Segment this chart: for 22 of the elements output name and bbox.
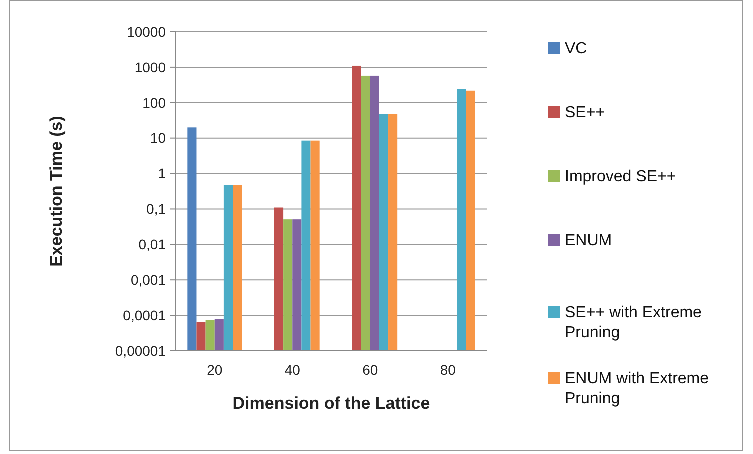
y-tick-label: 0,0001	[123, 307, 166, 324]
x-tick-label: 80	[440, 362, 456, 378]
x-tick-label: 40	[284, 362, 301, 378]
y-tick-label: 0,00001	[115, 342, 166, 359]
y-tick-label: 10	[150, 130, 166, 146]
legend-label: ENUM with Extreme Pruning	[565, 370, 710, 408]
legend-label: SE++ with Extreme Pruning	[565, 304, 702, 342]
y-axis-title: Execution Time (s)	[47, 116, 66, 267]
y-tick-label: 1000	[134, 59, 166, 76]
legend-label: Improved SE++	[565, 168, 676, 186]
legend-label: ENUM	[565, 232, 612, 250]
x-tick-label: 20	[207, 362, 223, 378]
y-tick-label: 100	[142, 94, 166, 111]
y-tick-label: 1	[158, 166, 166, 182]
x-tick-label: 60	[362, 362, 378, 378]
y-tick-label: 0,001	[130, 272, 166, 288]
y-tick-label: 0,01	[138, 236, 166, 253]
legend-label: VC	[565, 40, 588, 58]
y-tick-label: 0,1	[146, 201, 166, 218]
x-axis-title: Dimension of the Lattice	[232, 394, 430, 413]
y-tick-label: 10000	[127, 24, 166, 40]
legend-label: SE++	[565, 104, 606, 122]
